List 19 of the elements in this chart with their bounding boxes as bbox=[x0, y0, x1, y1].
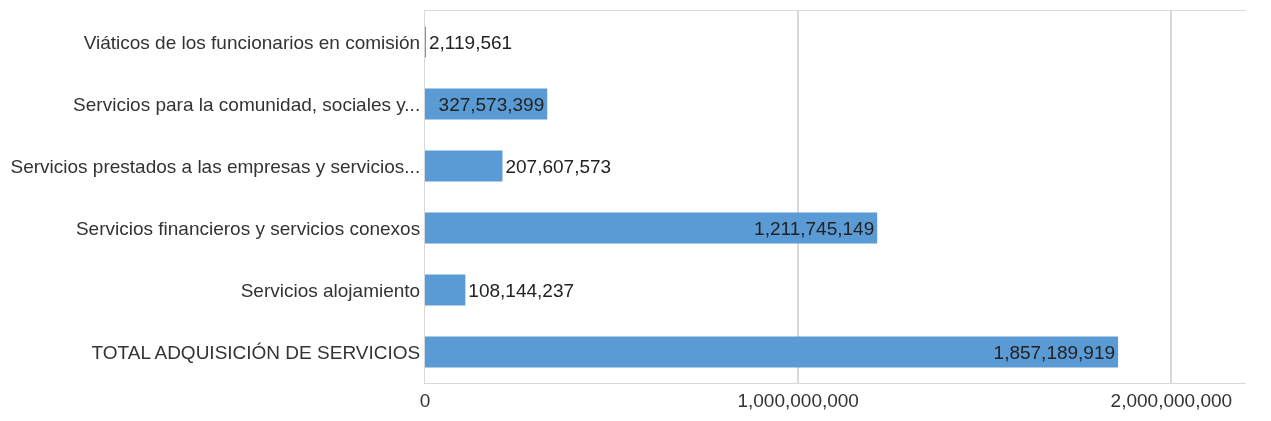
data-label: 1,211,745,149 bbox=[754, 217, 875, 239]
bar bbox=[425, 274, 466, 306]
x-tick-label: 2,000,000,000 bbox=[1110, 389, 1233, 411]
data-label: 327,573,399 bbox=[438, 93, 545, 115]
y-tick-label: Viáticos de los funcionarios en comisión bbox=[83, 31, 421, 53]
x-tick-label: 1,000,000,000 bbox=[737, 389, 859, 411]
y-tick-label: Servicios para la comunidad, sociales y... bbox=[73, 93, 421, 115]
y-tick-label: TOTAL ADQUISICIÓN DE SERVICIOS bbox=[91, 341, 421, 363]
bar bbox=[425, 212, 878, 244]
y-tick-label: Servicios prestados a las empresas y servicios... bbox=[10, 155, 421, 177]
data-label: 1,857,189,919 bbox=[993, 341, 1116, 363]
data-label: 2,119,561 bbox=[429, 31, 513, 53]
data-label: 108,144,237 bbox=[468, 279, 575, 301]
y-tick-label: Servicios alojamiento bbox=[240, 279, 421, 301]
data-label: 207,607,573 bbox=[505, 155, 612, 177]
bar bbox=[425, 150, 503, 182]
x-tick-label: 0 bbox=[419, 389, 431, 411]
bar bbox=[425, 336, 1119, 368]
y-tick-label: Servicios financieros y servicios conexos bbox=[75, 217, 421, 239]
